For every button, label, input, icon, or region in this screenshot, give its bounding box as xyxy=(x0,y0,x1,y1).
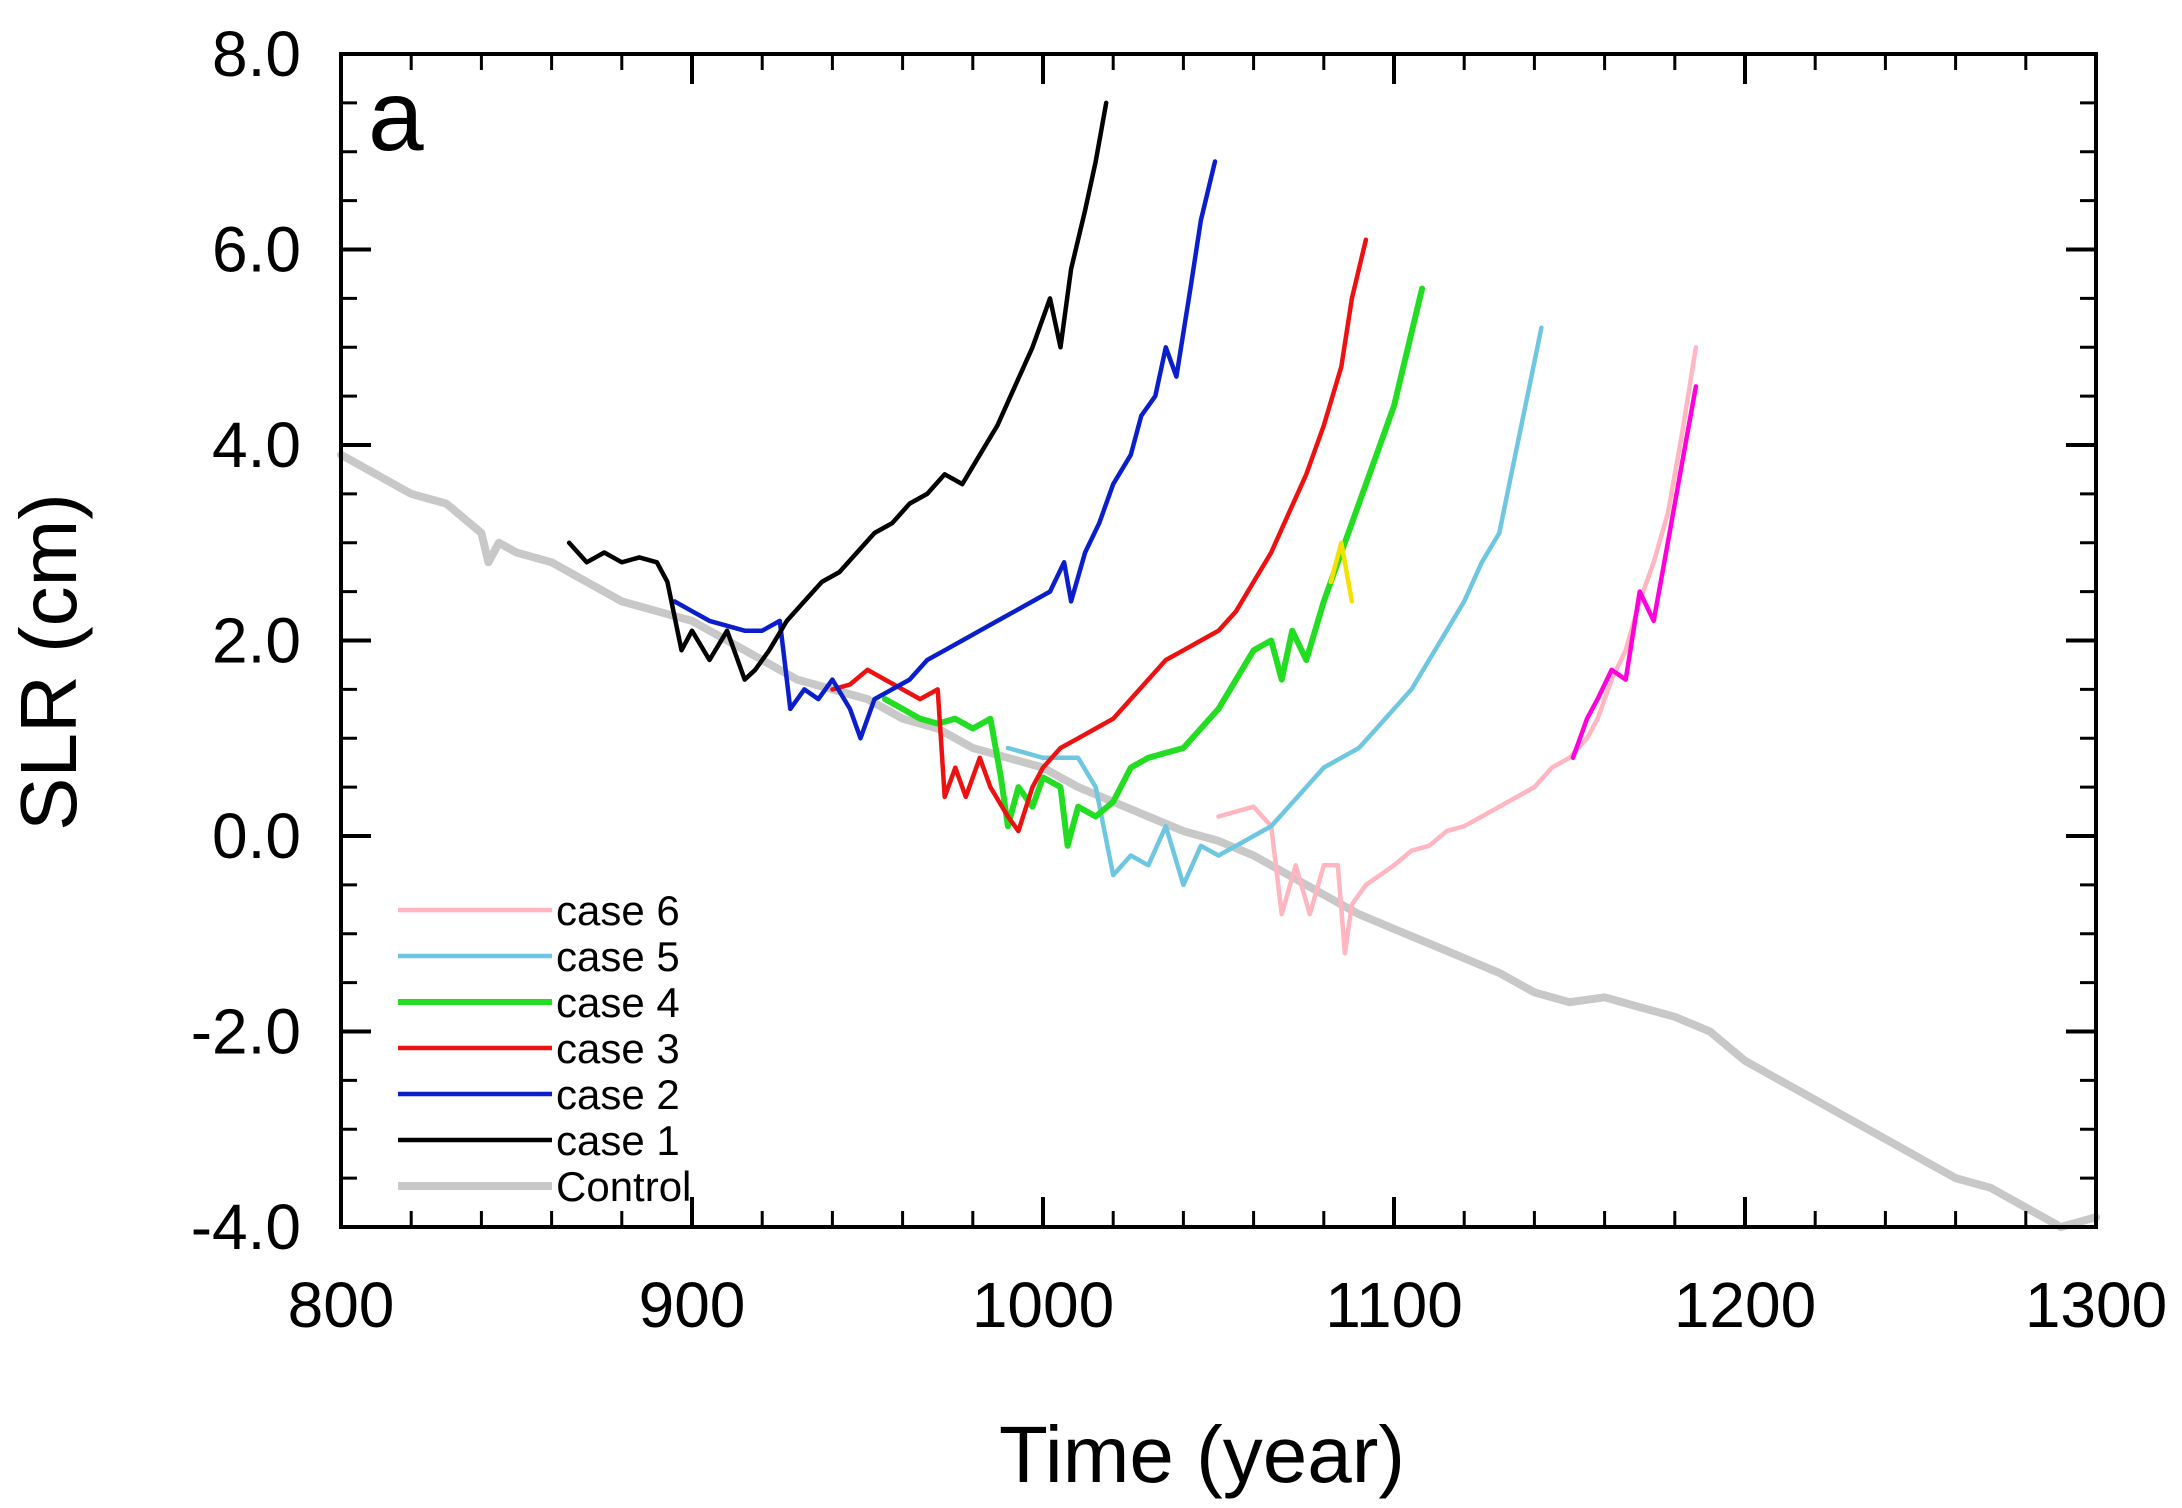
y-tick-label: -4.0 xyxy=(191,1191,301,1263)
panel-letter: a xyxy=(368,60,424,172)
series-line-case-6 xyxy=(1216,345,1699,956)
series-line-case-3 xyxy=(830,237,1369,834)
series-line-case-5 xyxy=(1005,325,1544,888)
series-line-control xyxy=(337,450,2100,1231)
series-line-case-6-ensemble xyxy=(1570,384,1699,761)
x-tick-label: 800 xyxy=(288,1269,395,1341)
y-tick-label: 2.0 xyxy=(212,605,301,677)
series-layer xyxy=(337,100,2100,1231)
x-tick-label: 1200 xyxy=(1674,1269,1816,1341)
plot-frame xyxy=(339,52,2098,1229)
legend-label-case-5: case 5 xyxy=(556,933,680,980)
x-tick-label: 1000 xyxy=(972,1269,1114,1341)
y-tick-label: 4.0 xyxy=(212,409,301,481)
y-axis-title: SLR (cm) xyxy=(4,493,93,831)
y-tick-label: 0.0 xyxy=(212,800,301,872)
y-tick-label: 8.0 xyxy=(212,18,301,90)
legend-label-case-2: case 2 xyxy=(556,1071,680,1118)
legend-label-case-3: case 3 xyxy=(556,1025,680,1072)
x-tick-label: 1100 xyxy=(1325,1269,1463,1341)
legend-label-case-1: case 1 xyxy=(556,1117,680,1164)
legend-label-control: Control xyxy=(556,1163,691,1210)
series-line-case-2 xyxy=(672,159,1218,741)
legend-label-case-4: case 4 xyxy=(556,979,680,1026)
series-line-case-4-ensemble xyxy=(1328,540,1355,604)
series-line-case-1 xyxy=(566,100,1109,682)
y-tick-label: -2.0 xyxy=(191,996,301,1068)
x-axis-title: Time (year) xyxy=(999,1410,1405,1499)
legend-label-case-6: case 6 xyxy=(556,887,680,934)
series-line-case-4 xyxy=(882,285,1426,849)
y-tick-label: 6.0 xyxy=(212,214,301,286)
x-tick-label: 1300 xyxy=(2025,1269,2167,1341)
tick-label-layer: 800 900 1000 1100 1200 1300 8.0 6.0 4.0 2.0 0.0 -2.… xyxy=(191,18,2167,1341)
x-tick-label: 900 xyxy=(639,1269,746,1341)
